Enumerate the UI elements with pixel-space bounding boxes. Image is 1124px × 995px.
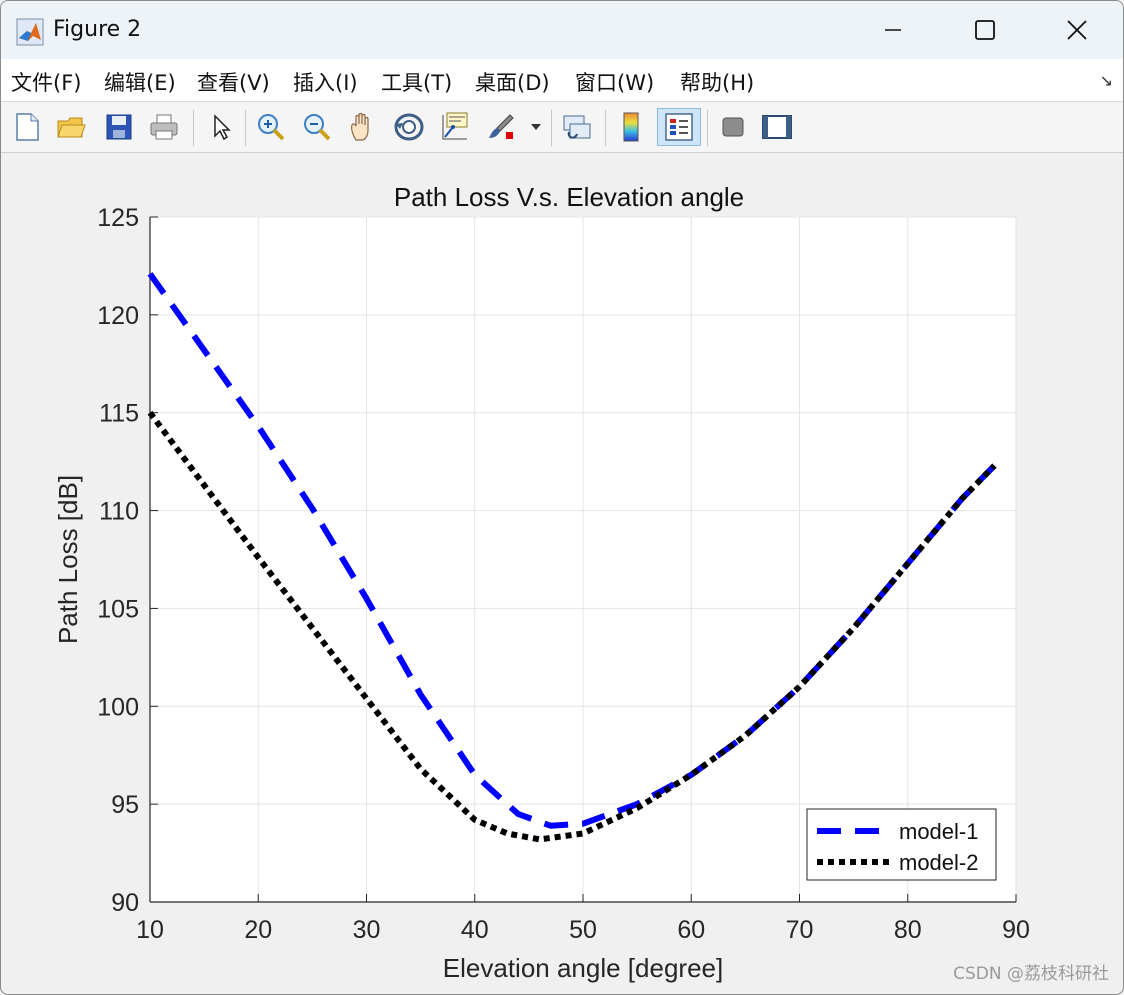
close-icon [1067, 20, 1087, 40]
menu-edit[interactable]: 编辑(E) [104, 71, 176, 95]
menu-window[interactable]: 窗口(W) [575, 71, 655, 95]
brush-dropdown-button[interactable] [525, 108, 547, 146]
pointer-icon [214, 114, 231, 141]
x-tick-label: 40 [461, 916, 489, 944]
show-plot-tools-icon [762, 115, 792, 139]
undock-arrow-icon[interactable]: ↘ [1099, 71, 1113, 90]
x-tick-label: 70 [786, 916, 814, 944]
legend-box[interactable] [806, 808, 997, 881]
figure-toolbar [1, 102, 1123, 153]
brush-icon [489, 114, 514, 139]
rotate-3d-button[interactable] [391, 108, 427, 146]
link-plot-icon [563, 115, 591, 139]
menu-file[interactable]: 文件(F) [11, 71, 82, 95]
hide-plot-tools-button[interactable] [715, 108, 751, 146]
data-cursor-button[interactable] [437, 108, 473, 146]
y-tick-label: 90 [111, 889, 139, 917]
pan-button[interactable] [345, 108, 381, 146]
maximize-button[interactable] [939, 1, 1031, 59]
x-tick-label: 30 [353, 916, 381, 944]
open-file-button[interactable] [53, 108, 89, 146]
y-tick-label: 95 [111, 791, 139, 819]
brush-dropdown-icon [531, 124, 541, 130]
menu-tools[interactable]: 工具(T) [381, 71, 453, 95]
zoom-in-button[interactable] [253, 108, 289, 146]
x-tick-label: 90 [1002, 916, 1030, 944]
brush-button[interactable] [483, 108, 519, 146]
x-tick-label: 60 [677, 916, 705, 944]
open-icon [57, 117, 86, 138]
colorbar-button[interactable] [613, 108, 649, 146]
edit-plot-button[interactable] [203, 108, 239, 146]
chart-title: Path Loss V.s. Elevation angle [394, 182, 744, 212]
save-icon [106, 114, 132, 140]
print-icon [150, 114, 178, 140]
menu-help[interactable]: 帮助(H) [680, 71, 755, 95]
y-tick-label: 120 [97, 302, 139, 330]
legend-button[interactable] [657, 108, 701, 146]
y-tick-label: 100 [97, 693, 139, 721]
y-tick-label: 115 [99, 400, 139, 428]
matlab-logo-icon [16, 18, 44, 46]
x-axis-label: Elevation angle [degree] [443, 953, 723, 983]
y-tick-label: 110 [99, 498, 139, 526]
toolbar-separator [245, 110, 246, 146]
toolbar-separator [193, 110, 194, 146]
save-button[interactable] [101, 108, 137, 146]
menu-bar: 文件(F) 编辑(E) 查看(V) 插入(I) 工具(T) 桌面(D) 窗口(W… [1, 59, 1123, 102]
window-title: Figure 2 [53, 17, 142, 42]
rotate-3d-icon [394, 113, 424, 141]
new-figure-button[interactable] [9, 108, 45, 146]
title-bar: Figure 2 [1, 1, 1123, 59]
colorbar-icon [623, 112, 639, 142]
zoom-in-icon [258, 114, 285, 141]
y-tick-label: 125 [97, 204, 139, 232]
minimize-button[interactable] [847, 1, 939, 59]
x-tick-label: 80 [894, 916, 922, 944]
print-button[interactable] [146, 108, 182, 146]
pan-hand-icon [351, 112, 369, 141]
csdn-watermark: CSDN @荔枝科研社 [953, 964, 1109, 984]
minimize-icon [885, 29, 901, 31]
legend-icon [665, 113, 693, 141]
show-plot-tools-button[interactable] [759, 108, 795, 146]
link-plot-button[interactable] [559, 108, 595, 146]
zoom-out-button[interactable] [299, 108, 335, 146]
legend-label: model-2 [899, 850, 978, 875]
y-axis-label: Path Loss [dB] [53, 475, 83, 644]
zoom-out-icon [304, 114, 331, 141]
toolbar-separator [605, 110, 606, 146]
menu-desktop[interactable]: 桌面(D) [475, 71, 550, 95]
series-line-model-2[interactable] [147, 410, 997, 843]
axes[interactable]: 10 20 30 40 50 60 70 80 90 90 95 100 105 110 115 120 125… [53, 182, 1030, 983]
close-button[interactable] [1031, 1, 1123, 59]
hide-plot-tools-icon [722, 117, 744, 137]
legend-label: model-1 [899, 819, 978, 844]
x-tick-label: 20 [244, 916, 272, 944]
maximize-icon [975, 20, 995, 40]
menu-insert[interactable]: 插入(I) [293, 71, 358, 95]
y-tick-label: 105 [97, 595, 139, 623]
new-figure-icon [16, 113, 39, 141]
x-tick-label: 50 [569, 916, 597, 944]
x-tick-label: 10 [136, 916, 164, 944]
toolbar-separator [707, 110, 708, 146]
data-cursor-icon [442, 112, 468, 140]
figure-canvas: 10 20 30 40 50 60 70 80 90 90 95 100 105 110 115 120 125… [53, 182, 1030, 983]
toolbar-separator [551, 110, 552, 146]
menu-view[interactable]: 查看(V) [197, 71, 270, 95]
